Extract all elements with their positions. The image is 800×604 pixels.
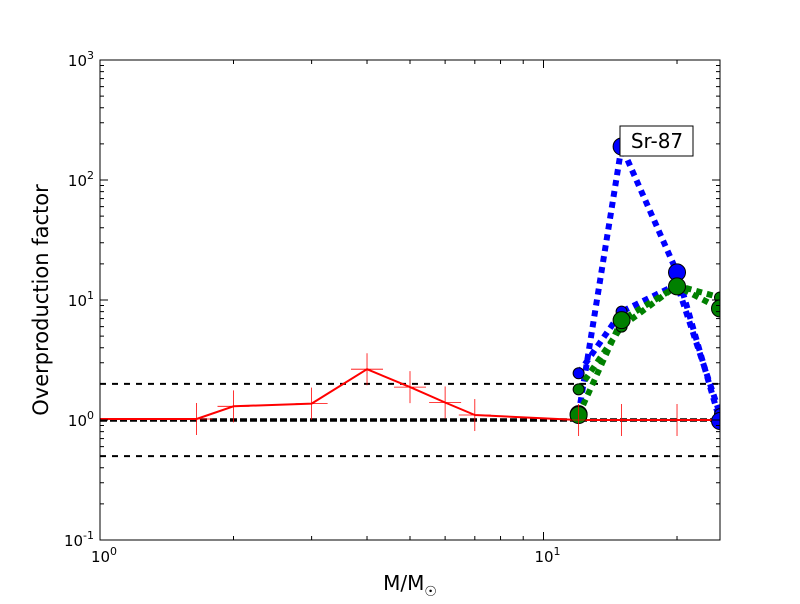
series-0-point-4: [351, 353, 384, 386]
series-3-point-3: [711, 299, 720, 318]
y-tick-label-2: 101: [68, 289, 94, 310]
y-tick-label-0: 10-1: [64, 529, 94, 550]
series-line-4: [576, 282, 720, 392]
series-0-point-5: [394, 371, 426, 404]
y-axis-label: Overproduction factor: [29, 184, 53, 416]
plot-frame: [99, 59, 721, 541]
series-2-point-0: [572, 367, 585, 380]
x-axis-label: M/M☉: [383, 571, 437, 600]
x-axis-label-text: M/M: [383, 571, 424, 595]
series-0-point-6: [429, 386, 462, 419]
x-axis-label-subscript: ☉: [424, 584, 437, 600]
data-markers: [100, 137, 720, 436]
annotation-frame: [619, 125, 694, 157]
series-0-point-3: [295, 387, 328, 420]
series-3-point-1: [612, 311, 631, 330]
series-0-point-0: [100, 402, 116, 435]
x-tick-label-1: 101: [534, 545, 560, 566]
series-0-point-7: [458, 399, 491, 432]
series-0-point-9: [605, 404, 638, 436]
series-line-2: [576, 281, 720, 416]
series-0-point-2: [217, 390, 250, 423]
series-0-point-8: [562, 404, 595, 436]
y-tick-label-4: 103: [68, 49, 94, 70]
series-0-point-11: [704, 404, 720, 436]
series-4-point-0: [572, 383, 585, 396]
series-0-point-10: [661, 404, 694, 436]
annotation-box: Sr-87: [619, 125, 694, 157]
series-0-point-1: [180, 402, 213, 435]
x-tick-label-0: 100: [91, 545, 117, 566]
annotation-label: Sr-87: [631, 129, 683, 153]
series-3-point-2: [668, 277, 687, 296]
y-tick-label-3: 102: [68, 169, 94, 190]
y-tick-label-1: 100: [68, 409, 94, 430]
